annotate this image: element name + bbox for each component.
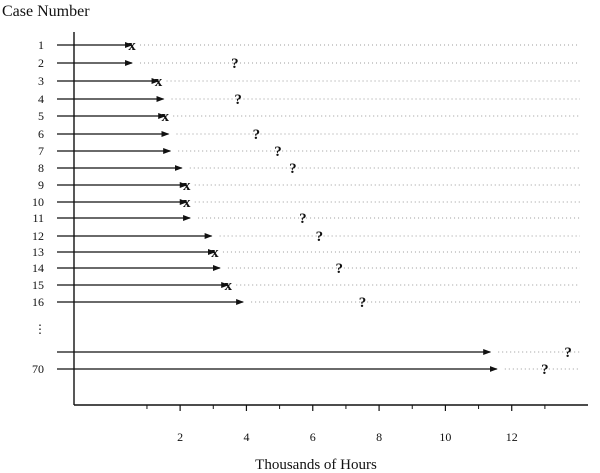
case-row: 7? [38, 144, 580, 160]
case-number-label: 9 [38, 178, 44, 192]
censored-marker: ? [234, 92, 242, 108]
case-number-label: 6 [38, 127, 44, 141]
x-tick-label: 10 [439, 430, 451, 444]
case-row: 11? [32, 211, 580, 227]
case-row: 8? [38, 161, 580, 177]
case-number-label: 8 [38, 161, 44, 175]
case-number-label: 15 [32, 278, 44, 292]
case-number-label: 12 [32, 229, 44, 243]
censored-marker: ? [231, 56, 239, 72]
failure-marker: x [128, 38, 136, 54]
case-row: 14? [32, 261, 580, 277]
case-row: 12? [32, 229, 580, 245]
censored-marker: ? [359, 295, 367, 311]
censored-marker: ? [289, 161, 297, 177]
case-row: 16? [32, 295, 580, 311]
censored-marker: ? [274, 144, 282, 160]
case-number-label: 11 [32, 211, 44, 225]
censored-marker: ? [299, 211, 307, 227]
case-row: 2? [38, 56, 580, 72]
case-number-label: 7 [38, 144, 44, 158]
failure-marker: x [183, 178, 191, 194]
failure-marker: x [224, 278, 232, 294]
x-tick-label: 8 [376, 430, 382, 444]
x-axis-label: Thousands of Hours [255, 457, 377, 473]
series-layer: 1 x2 ?3 x4 ?5 x6 ?7 ?8 ?9 x10 x11 ?12 ?13 x14 ?15 x16??… [32, 38, 580, 378]
case-row: 70? [32, 362, 580, 378]
censored-marker: ? [541, 362, 549, 378]
censored-marker: ? [564, 345, 572, 361]
case-number-label: 10 [32, 195, 44, 209]
x-tick-label: 2 [177, 430, 183, 444]
case-row: 15 x [32, 278, 580, 294]
chart-title: Case Number [2, 3, 90, 20]
failure-marker: x [161, 109, 169, 125]
case-row: ? [57, 345, 580, 361]
x-tick-label: 12 [506, 430, 518, 444]
case-number-label: 3 [38, 74, 44, 88]
case-number-label: 70 [32, 362, 44, 376]
case-number-label: 2 [38, 56, 44, 70]
case-row: 10 x [32, 195, 580, 211]
case-row: 4? [38, 92, 580, 108]
censored-marker: ? [316, 229, 324, 245]
case-row: 6? [38, 127, 580, 143]
x-tick-label: 4 [243, 430, 249, 444]
failure-marker: x [183, 195, 191, 211]
failure-marker: x [211, 245, 219, 261]
case-row: 13 x [32, 245, 580, 261]
case-number-label: 1 [38, 38, 44, 52]
censored-marker: ? [253, 127, 261, 143]
x-tick-label: 6 [310, 430, 316, 444]
case-number-label: 5 [38, 109, 44, 123]
censored-marker: ? [336, 261, 344, 277]
case-number-label: 14 [32, 261, 44, 275]
case-number-label: 4 [38, 92, 44, 106]
axis-layer: 2 4 6 8 10 12 [146, 405, 546, 444]
case-number-label: 13 [32, 245, 44, 259]
case-number-label: 16 [32, 295, 44, 309]
failure-marker: x [155, 74, 163, 90]
ellipsis-marker: ⋮ [34, 322, 46, 336]
